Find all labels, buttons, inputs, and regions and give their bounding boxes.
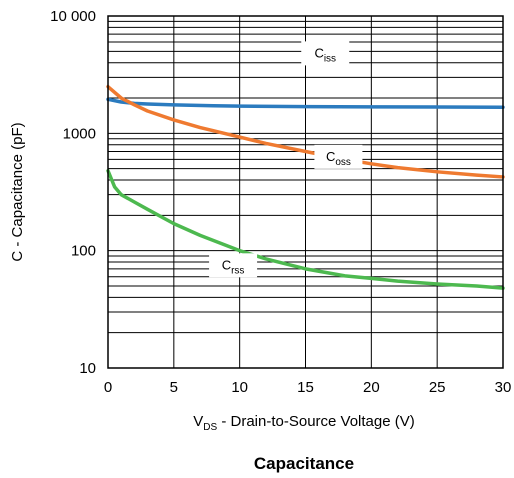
y-tick-label: 10 000 bbox=[50, 8, 96, 25]
series-line-oss bbox=[106, 84, 505, 179]
x-tick-label: 30 bbox=[495, 379, 512, 396]
series-label-rss: Crss bbox=[209, 253, 258, 278]
grid bbox=[107, 16, 504, 369]
y-tick-label: 100 bbox=[71, 243, 96, 260]
x-tick-label: 0 bbox=[104, 379, 112, 396]
plot-frame bbox=[107, 15, 504, 369]
series-label-box bbox=[314, 144, 363, 169]
chart-title: Capacitance bbox=[254, 454, 354, 473]
series-label-text: Coss bbox=[326, 149, 351, 168]
series-label-text: Ciss bbox=[314, 45, 336, 64]
series-label-oss: Coss bbox=[314, 144, 363, 169]
y-axis-label: C - Capacitance (pF) bbox=[9, 122, 26, 261]
x-tick-label: 25 bbox=[429, 379, 446, 396]
series-label-text: Crss bbox=[222, 257, 245, 276]
series-label-box bbox=[209, 253, 258, 278]
y-tick-label: 1000 bbox=[63, 125, 96, 142]
x-tick-label: 5 bbox=[170, 379, 178, 396]
series-label-box bbox=[301, 41, 350, 66]
x-axis-label: VDS - Drain-to-Source Voltage (V) bbox=[193, 413, 415, 433]
series-label-iss: Ciss bbox=[301, 41, 350, 66]
x-tick-label: 15 bbox=[297, 379, 314, 396]
x-tick-labels: 0 5 10 15 20 25 30 bbox=[104, 379, 512, 396]
series-labels: Ciss Coss Crss bbox=[209, 41, 363, 278]
y-tick-label: 10 bbox=[79, 360, 96, 377]
x-tick-label: 10 bbox=[231, 379, 248, 396]
x-tick-label: 20 bbox=[363, 379, 380, 396]
y-tick-labels: 10 100 1000 10 000 bbox=[50, 8, 96, 377]
